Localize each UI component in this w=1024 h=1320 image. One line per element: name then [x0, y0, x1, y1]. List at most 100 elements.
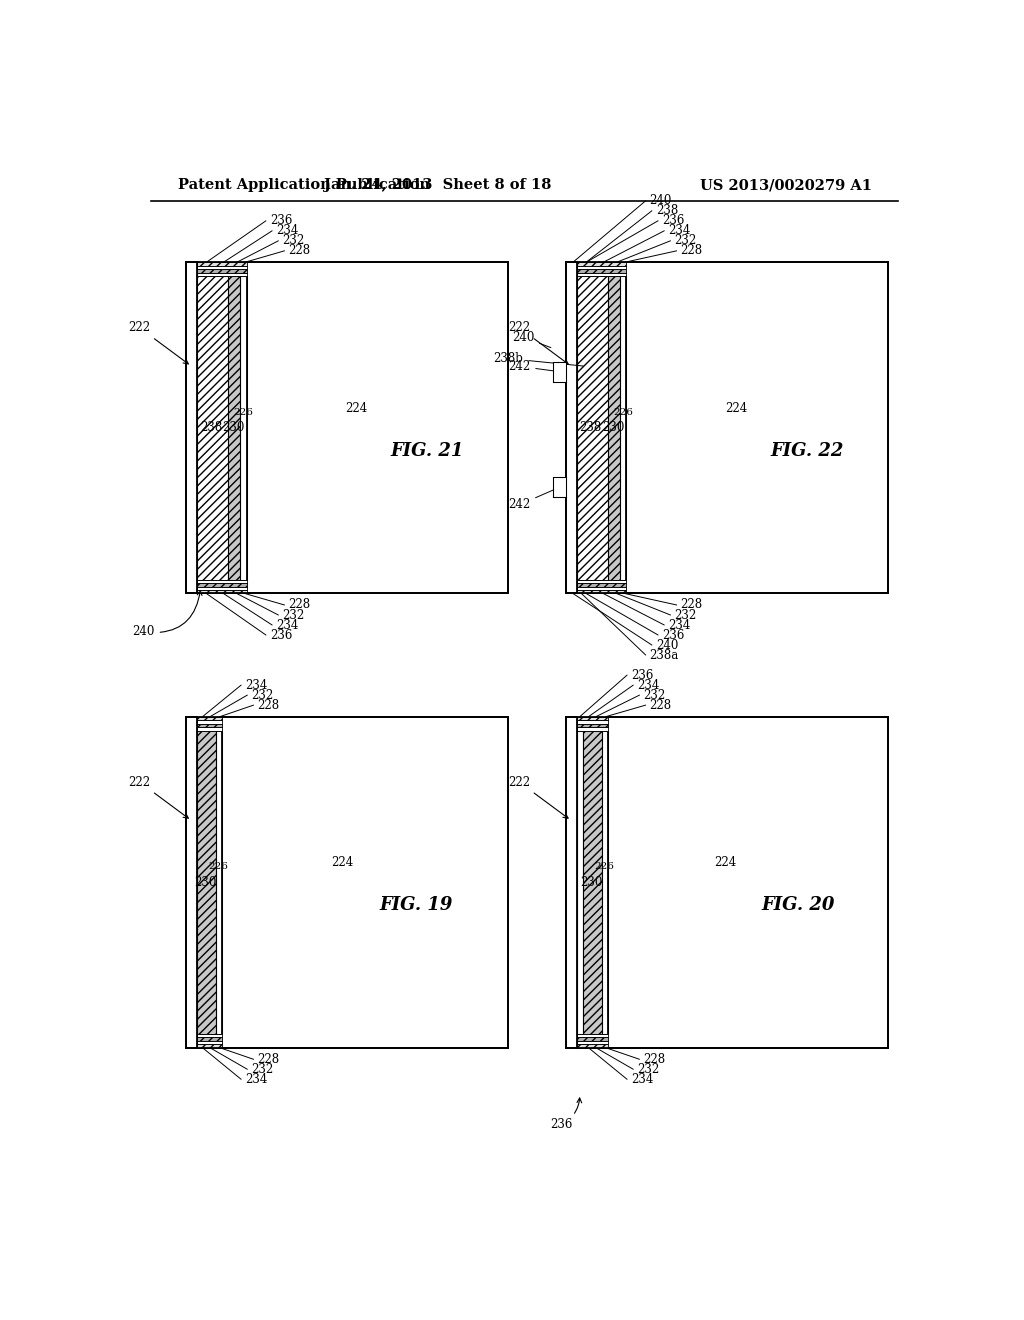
Bar	[577, 1040, 607, 1044]
Text: 236: 236	[270, 628, 292, 642]
Bar	[607, 276, 621, 579]
Text: 232: 232	[283, 234, 304, 247]
Bar	[197, 269, 247, 273]
Text: 230: 230	[602, 421, 625, 434]
Bar	[577, 590, 627, 594]
Bar	[554, 362, 566, 381]
Text: 224: 224	[331, 857, 353, 870]
Bar	[577, 730, 583, 1034]
Text: 234: 234	[276, 619, 298, 631]
Bar	[607, 717, 888, 1048]
Bar	[554, 478, 566, 498]
Bar	[241, 276, 247, 579]
Text: 228: 228	[681, 244, 702, 257]
Text: 222: 222	[129, 776, 188, 818]
Bar	[577, 265, 627, 269]
Text: 232: 232	[251, 1063, 273, 1076]
Text: 240: 240	[512, 330, 551, 347]
Text: 222: 222	[129, 321, 188, 364]
Bar	[197, 730, 216, 1034]
Bar	[247, 263, 508, 594]
Bar	[197, 579, 247, 583]
Text: 240: 240	[649, 194, 672, 207]
Text: 226: 226	[209, 862, 228, 871]
Text: 236: 236	[550, 1098, 582, 1131]
Text: 230: 230	[581, 875, 602, 888]
Text: 224: 224	[345, 403, 368, 416]
Bar	[577, 263, 627, 265]
Text: 234: 234	[669, 619, 690, 631]
Text: US 2013/0020279 A1: US 2013/0020279 A1	[700, 178, 872, 193]
Bar	[566, 717, 577, 1048]
Bar	[222, 717, 508, 1048]
Bar	[197, 727, 222, 730]
Text: 238: 238	[580, 421, 602, 434]
Text: FIG. 22: FIG. 22	[770, 442, 844, 459]
Text: 234: 234	[669, 224, 690, 238]
Text: 228: 228	[643, 1053, 666, 1065]
Text: 236: 236	[662, 214, 684, 227]
Text: 230: 230	[195, 875, 216, 888]
Text: 234: 234	[276, 224, 298, 238]
Bar	[197, 1044, 222, 1048]
Bar	[577, 721, 607, 723]
Text: 228: 228	[649, 698, 672, 711]
Text: 238a: 238a	[649, 648, 679, 661]
Bar	[577, 583, 627, 586]
Bar	[577, 586, 627, 590]
Bar	[197, 717, 222, 721]
Bar	[577, 579, 627, 583]
Text: 222: 222	[508, 776, 568, 818]
Text: 232: 232	[675, 234, 696, 247]
Text: 222: 222	[508, 321, 568, 364]
Text: 234: 234	[245, 1073, 267, 1086]
Text: 228: 228	[289, 598, 310, 611]
Text: 228: 228	[257, 1053, 280, 1065]
Bar	[197, 583, 247, 586]
Bar	[228, 276, 241, 579]
Bar	[197, 1034, 222, 1038]
Text: 240: 240	[132, 590, 202, 639]
Text: 236: 236	[662, 628, 684, 642]
Text: 232: 232	[283, 609, 304, 622]
Bar	[566, 263, 577, 594]
Text: 238: 238	[200, 421, 222, 434]
Text: 226: 226	[233, 408, 253, 417]
Bar	[577, 1034, 607, 1038]
Bar	[197, 721, 222, 723]
Bar	[577, 269, 627, 273]
Text: 232: 232	[675, 609, 696, 622]
Bar	[627, 263, 888, 594]
Text: FIG. 21: FIG. 21	[390, 442, 464, 459]
Bar	[216, 730, 222, 1034]
Bar	[197, 265, 247, 269]
Text: 232: 232	[643, 689, 666, 702]
Bar	[577, 717, 607, 721]
Text: 234: 234	[637, 678, 659, 692]
Text: 238b: 238b	[494, 352, 584, 366]
Text: 234: 234	[631, 1073, 653, 1086]
Bar	[197, 276, 228, 579]
Text: 236: 236	[270, 214, 292, 227]
Bar	[186, 263, 197, 594]
Text: 226: 226	[595, 862, 614, 871]
Bar	[197, 1040, 222, 1044]
Text: Jan. 24, 2013  Sheet 8 of 18: Jan. 24, 2013 Sheet 8 of 18	[325, 178, 552, 193]
Text: 224: 224	[714, 857, 736, 870]
Bar	[186, 717, 197, 1048]
Bar	[577, 727, 607, 730]
Text: FIG. 20: FIG. 20	[762, 896, 835, 915]
Text: 232: 232	[637, 1063, 659, 1076]
Text: 242: 242	[508, 360, 557, 372]
Text: Patent Application Publication: Patent Application Publication	[178, 178, 430, 193]
Text: 224: 224	[725, 403, 748, 416]
Text: 240: 240	[655, 639, 678, 652]
Text: 228: 228	[257, 698, 280, 711]
Bar	[197, 273, 247, 276]
Text: 230: 230	[222, 421, 245, 434]
Bar	[583, 730, 601, 1034]
Bar	[577, 723, 607, 727]
Bar	[577, 1038, 607, 1040]
Bar	[601, 730, 607, 1034]
Text: 226: 226	[613, 408, 633, 417]
